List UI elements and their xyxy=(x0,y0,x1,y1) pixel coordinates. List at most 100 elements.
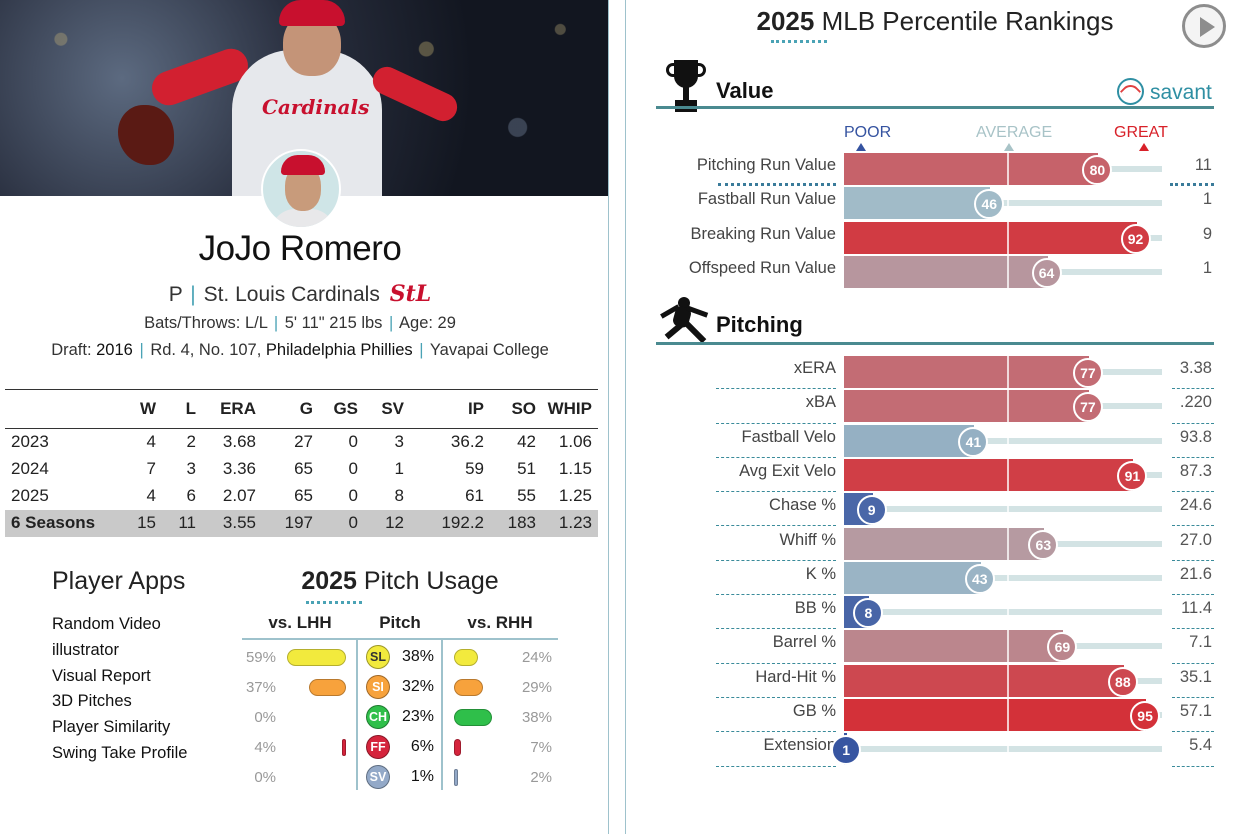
lhh-percent: 37% xyxy=(245,679,276,696)
lhh-usage-bar xyxy=(287,649,346,666)
metric-row[interactable]: Fastball Velo 41 93.8 xyxy=(656,424,1214,458)
glove-icon xyxy=(118,105,174,165)
metric-label: Fastball Run Value xyxy=(697,190,836,209)
draft-round: Rd. 4, No. 107, xyxy=(150,341,262,359)
percentile-bubble[interactable]: 91 xyxy=(1117,460,1148,491)
savant-logo[interactable]: savant xyxy=(1117,78,1212,105)
percentile-bubble[interactable]: 69 xyxy=(1047,632,1078,663)
section-title-pitching: Pitching xyxy=(716,312,803,337)
metric-label: Breaking Run Value xyxy=(690,224,836,243)
player-card: Cardinals JoJo Romero P | St. Louis Card… xyxy=(0,0,610,834)
metric-value: 1 xyxy=(1202,258,1212,277)
metric-row[interactable]: Chase % 9 24.6 xyxy=(656,492,1214,527)
metric-label: Hard-Hit % xyxy=(755,667,836,686)
percentile-bubble[interactable]: 1 xyxy=(831,735,862,766)
rhh-usage-bar xyxy=(454,769,458,786)
app-link-player-similarity[interactable]: Player Similarity xyxy=(52,718,171,737)
metric-row[interactable]: GB % 95 57.1 xyxy=(656,698,1214,733)
section-title-value: Value xyxy=(716,78,774,103)
metric-row[interactable]: xBA 77 .220 xyxy=(656,389,1214,424)
player-apps-list: Random Video illustrator Visual Report 3… xyxy=(52,612,187,767)
percentile-bubble[interactable]: 64 xyxy=(1031,257,1062,288)
metric-row[interactable]: K % 43 21.6 xyxy=(656,561,1214,596)
scale-great-label: GREAT xyxy=(1114,124,1168,141)
percentile-bubble[interactable]: 88 xyxy=(1107,666,1138,697)
percentile-bar xyxy=(844,221,1137,254)
overall-percent: 1% xyxy=(410,768,434,785)
percentile-bubble[interactable]: 77 xyxy=(1072,358,1103,388)
college: Yavapai College xyxy=(429,341,549,359)
overall-percent: 38% xyxy=(401,648,434,665)
percentile-bubble[interactable]: 46 xyxy=(974,189,1005,220)
metric-row[interactable]: Hard-Hit % 88 35.1 xyxy=(656,664,1214,698)
app-link-random-video[interactable]: Random Video xyxy=(52,615,161,633)
metric-row[interactable]: Extension 1 5.4 xyxy=(656,732,1214,767)
pitch-type-badge[interactable]: SI xyxy=(366,675,390,699)
metric-row[interactable]: Fastball Run Value 46 1 xyxy=(656,186,1214,220)
metric-value: 35.1 xyxy=(1179,667,1212,686)
metric-value: 27.0 xyxy=(1179,530,1212,549)
metric-label: xERA xyxy=(793,359,836,377)
percentile-bubble[interactable]: 9 xyxy=(856,495,887,526)
metric-label: Fastball Velo xyxy=(741,427,836,446)
metric-row[interactable]: Breaking Run Value 92 9 xyxy=(656,221,1214,255)
table-header-row: W L ERA G GS SV IP SO WHIP xyxy=(5,389,598,429)
pitch-type-badge[interactable]: SV xyxy=(366,765,390,789)
percentile-bar xyxy=(844,424,975,457)
col-header-lhh: vs. LHH xyxy=(268,613,332,632)
metric-row[interactable]: BB % 8 11.4 xyxy=(656,595,1214,630)
percentile-bubble[interactable]: 41 xyxy=(958,426,989,457)
career-stats-table: W L ERA G GS SV IP SO WHIP 2023 4 2 3.68… xyxy=(5,389,598,537)
player-position: P xyxy=(168,283,183,306)
metric-value: 93.8 xyxy=(1179,427,1212,446)
metric-label: Pitching Run Value xyxy=(696,156,836,174)
app-link-swing-take-profile[interactable]: Swing Take Profile xyxy=(52,743,188,762)
percentile-bar xyxy=(844,255,1048,288)
percentile-bubble[interactable]: 80 xyxy=(1082,155,1113,185)
percentile-bar xyxy=(844,527,1045,560)
percentile-bubble[interactable]: 43 xyxy=(964,563,995,594)
lhh-percent: 59% xyxy=(245,649,276,666)
percentile-bar xyxy=(844,390,1089,423)
lhh-percent: 0% xyxy=(254,709,276,726)
percentile-track xyxy=(844,746,1162,753)
metric-row[interactable]: Pitching Run Value 80 11 xyxy=(656,152,1214,186)
percentile-bubble[interactable]: 63 xyxy=(1028,529,1059,560)
metric-row[interactable]: xERA 77 3.38 xyxy=(656,355,1214,390)
pitch-usage-row: 59% SL 38% 24% xyxy=(242,641,558,671)
scale-average-label: AVERAGE xyxy=(976,124,1053,141)
app-link-illustrator[interactable]: illustrator xyxy=(52,640,119,659)
metric-label: BB % xyxy=(794,599,836,618)
player-bio: Bats/Throws: L/L | 5' 11" 215 lbs | Age:… xyxy=(144,314,456,332)
pitch-type-badge[interactable]: SL xyxy=(366,645,390,669)
play-icon[interactable] xyxy=(1182,4,1226,48)
metric-label: GB % xyxy=(792,702,836,720)
metric-row[interactable]: Offspeed Run Value 64 1 xyxy=(656,255,1214,289)
lhh-usage-bar xyxy=(342,739,346,756)
app-link-3d-pitches[interactable]: 3D Pitches xyxy=(52,692,132,711)
metric-value: 7.1 xyxy=(1189,633,1212,652)
pitch-type-badge[interactable]: FF xyxy=(366,735,390,759)
percentile-bubble[interactable]: 77 xyxy=(1072,392,1103,423)
lhh-percent: 4% xyxy=(254,739,276,756)
percentile-bubble[interactable]: 95 xyxy=(1130,701,1161,731)
title-underline xyxy=(306,601,362,604)
pitch-type-badge[interactable]: CH xyxy=(366,705,390,729)
team-name[interactable]: St. Louis Cardinals xyxy=(203,283,380,306)
metric-row[interactable]: Barrel % 69 7.1 xyxy=(656,629,1214,664)
percentile-bar xyxy=(844,630,1064,663)
table-row: 2025 4 6 2.07 65 0 8 61 55 1.25 xyxy=(11,486,592,505)
app-link-visual-report[interactable]: Visual Report xyxy=(52,666,151,685)
percentile-bubble[interactable]: 8 xyxy=(853,598,884,629)
great-marker-icon xyxy=(1139,143,1149,151)
metric-label: Whiff % xyxy=(779,530,836,549)
rhh-percent: 7% xyxy=(530,739,552,756)
percentile-bubble[interactable]: 92 xyxy=(1120,223,1151,254)
metric-row[interactable]: Whiff % 63 27.0 xyxy=(656,527,1214,561)
metric-row[interactable]: Avg Exit Velo 91 87.3 xyxy=(656,458,1214,493)
pitch-usage-row: 0% SV 1% 2% xyxy=(242,761,558,791)
metric-label: Offspeed Run Value xyxy=(688,258,836,277)
age: Age: 29 xyxy=(399,314,456,332)
panel-divider xyxy=(608,0,609,834)
col-header-pitch: Pitch xyxy=(379,613,421,632)
